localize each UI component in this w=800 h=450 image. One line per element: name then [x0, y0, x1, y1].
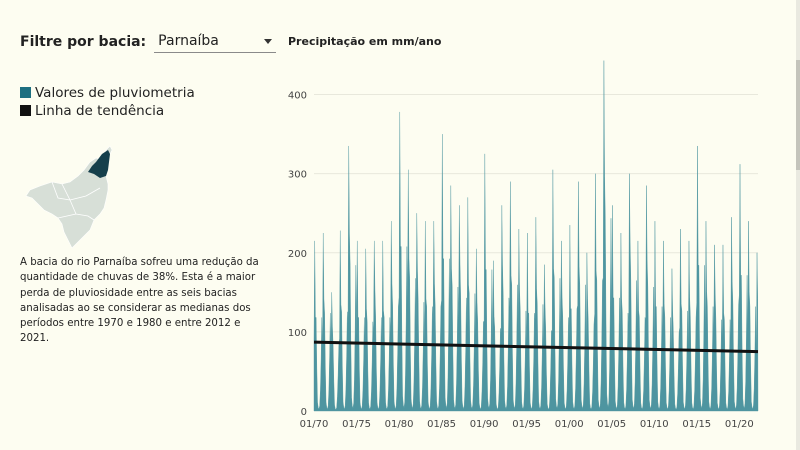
x-tick-label: 01/90 — [470, 419, 499, 430]
scrollbar-thumb[interactable] — [796, 60, 800, 170]
filter-label: Filtre por bacia: — [20, 34, 147, 50]
rainfall-area — [313, 60, 759, 412]
x-tick-label: 01/80 — [385, 419, 414, 430]
trend-line — [313, 340, 759, 354]
scrollbar-track[interactable] — [796, 0, 800, 450]
filter-row: Filtre por bacia: Parnaíba — [20, 30, 277, 53]
basin-select[interactable]: Parnaíba — [154, 30, 277, 53]
x-tick-label: 01/20 — [725, 419, 754, 430]
y-tick-label: 100 — [288, 328, 307, 339]
basin-description: A bacia do rio Parnaíba sofreu uma reduç… — [20, 257, 259, 345]
legend-label-rainfall: Valores de pluviometria — [35, 84, 195, 101]
y-tick-label: 300 — [288, 170, 307, 181]
x-tick-label: 01/15 — [682, 419, 711, 430]
parnaiba-basin-highlight — [88, 150, 110, 178]
x-tick-label: 01/00 — [555, 419, 584, 430]
legend: Valores de pluviometria Linha de tendênc… — [20, 84, 195, 120]
x-tick-label: 01/05 — [597, 419, 626, 430]
basin-inner-lines — [51, 181, 101, 221]
x-axis: 01/70 01/75 01/80 01/85 01/90 01/95 01/00 01/05… — [300, 419, 754, 430]
legend-item-rainfall: Valores de pluviometria — [20, 84, 195, 101]
x-tick-label: 01/75 — [342, 419, 371, 430]
y-tick-label: 400 — [288, 91, 307, 102]
chevron-down-icon[interactable] — [264, 39, 273, 44]
y-axis: 0 100 200 300 400 — [288, 91, 307, 418]
legend-item-trend: Linha de tendência — [20, 102, 195, 119]
basin-map — [25, 145, 113, 249]
legend-label-trend: Linha de tendência — [35, 102, 165, 119]
x-tick-label: 01/10 — [640, 419, 669, 430]
legend-swatch-trend — [20, 105, 31, 116]
basin-select-value: Parnaíba — [158, 33, 219, 49]
legend-swatch-rainfall — [20, 87, 31, 98]
x-tick-label: 01/85 — [427, 419, 456, 430]
x-tick-label: 01/95 — [512, 419, 541, 430]
y-tick-label: 0 — [301, 407, 307, 418]
y-tick-label: 200 — [288, 249, 307, 260]
x-tick-label: 01/70 — [300, 419, 329, 430]
chart-title: Precipitação em mm/ano — [288, 35, 442, 48]
